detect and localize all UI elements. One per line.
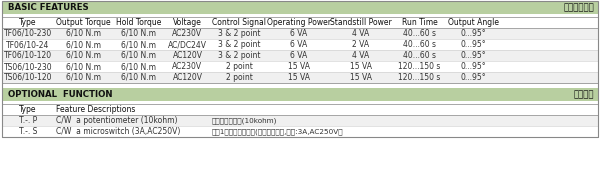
Text: TS06/10-120: TS06/10-120 [4,73,52,82]
Bar [2,61,598,72]
Bar [2,104,598,115]
Text: 15 VA: 15 VA [350,62,372,71]
Text: 3 & 2 point: 3 & 2 point [218,29,260,38]
Text: Voltage: Voltage [173,18,202,27]
Text: 40...60 s: 40...60 s [403,40,436,49]
Text: 4 VA: 4 VA [352,29,370,38]
Bar [2,1,598,14]
Text: OPTIONAL  FUNCTION: OPTIONAL FUNCTION [8,90,113,99]
Text: 6/10 N.m: 6/10 N.m [121,73,156,82]
Text: 3 & 2 point: 3 & 2 point [218,51,260,60]
Text: 6/10 N.m: 6/10 N.m [65,62,101,71]
Text: Output Torque: Output Torque [56,18,110,27]
Text: 0...95°: 0...95° [461,29,487,38]
Text: 0...95°: 0...95° [461,40,487,49]
Text: 扩展功能: 扩展功能 [574,90,594,99]
Text: 2 point: 2 point [226,73,253,82]
Text: 6/10 N.m: 6/10 N.m [121,40,156,49]
Text: TF06/10-24: TF06/10-24 [7,40,50,49]
Text: C/W  a microswitch (3A,AC250V): C/W a microswitch (3A,AC250V) [56,127,181,136]
Text: 15 VA: 15 VA [288,73,310,82]
Text: 2 point: 2 point [226,62,253,71]
Text: Run Time: Run Time [401,18,437,27]
Text: 40...60 s: 40...60 s [403,29,436,38]
Text: AC120V: AC120V [173,73,203,82]
Text: 6 VA: 6 VA [290,51,308,60]
Text: 40...60 s: 40...60 s [403,51,436,60]
Bar [2,39,598,50]
Bar [2,50,598,61]
Text: 4 VA: 4 VA [352,51,370,60]
Text: AC230V: AC230V [172,62,203,71]
Text: 6 VA: 6 VA [290,40,308,49]
Text: Type: Type [19,105,37,114]
Text: AC/DC24V: AC/DC24V [168,40,207,49]
Text: 2 VA: 2 VA [352,40,370,49]
Text: Type: Type [19,18,37,27]
Text: TF06/10-230: TF06/10-230 [4,29,52,38]
Text: T.-. S: T.-. S [19,127,37,136]
Text: 6/10 N.m: 6/10 N.m [65,40,101,49]
Text: 6 VA: 6 VA [290,29,308,38]
Bar [2,115,598,126]
Text: BASIC FEATURES: BASIC FEATURES [8,3,89,12]
Text: 3 & 2 point: 3 & 2 point [218,40,260,49]
Text: 15 VA: 15 VA [288,62,310,71]
Text: Feature Descriptions: Feature Descriptions [56,105,136,114]
Bar [2,88,598,101]
Text: 0...95°: 0...95° [461,73,487,82]
Bar [2,126,598,137]
Bar [2,72,598,83]
Text: 内部反馈电位器(10kohm): 内部反馈电位器(10kohm) [212,117,277,124]
Text: Output Angle: Output Angle [448,18,499,27]
Bar [2,17,598,28]
Text: 6/10 N.m: 6/10 N.m [65,51,101,60]
Text: 6/10 N.m: 6/10 N.m [121,29,156,38]
Text: AC230V: AC230V [172,29,203,38]
Text: TF06/10-120: TF06/10-120 [4,51,52,60]
Text: 6/10 N.m: 6/10 N.m [121,62,156,71]
Text: AC120V: AC120V [173,51,203,60]
Text: 6/10 N.m: 6/10 N.m [65,73,101,82]
Text: 120...150 s: 120...150 s [398,73,440,82]
Text: 120...150 s: 120...150 s [398,62,440,71]
Text: Control Signal: Control Signal [212,18,266,27]
Text: 内部1只无源微动开关(一组转换接点,容量:3A,AC250V）: 内部1只无源微动开关(一组转换接点,容量:3A,AC250V） [212,128,344,135]
Text: 6/10 N.m: 6/10 N.m [65,29,101,38]
Text: 0...95°: 0...95° [461,51,487,60]
Text: TS06/10-230: TS06/10-230 [4,62,52,71]
Text: T.-. P: T.-. P [19,116,37,125]
Text: Operating Power: Operating Power [267,18,331,27]
Bar [2,28,598,39]
Text: 6/10 N.m: 6/10 N.m [121,51,156,60]
Text: Standstill Power: Standstill Power [330,18,392,27]
Text: 0...95°: 0...95° [461,62,487,71]
Text: 15 VA: 15 VA [350,73,372,82]
Text: 基本型功能表: 基本型功能表 [563,3,594,12]
Bar [2,1,598,137]
Text: C/W  a potentiometer (10kohm): C/W a potentiometer (10kohm) [56,116,178,125]
Text: Hold Torque: Hold Torque [116,18,161,27]
